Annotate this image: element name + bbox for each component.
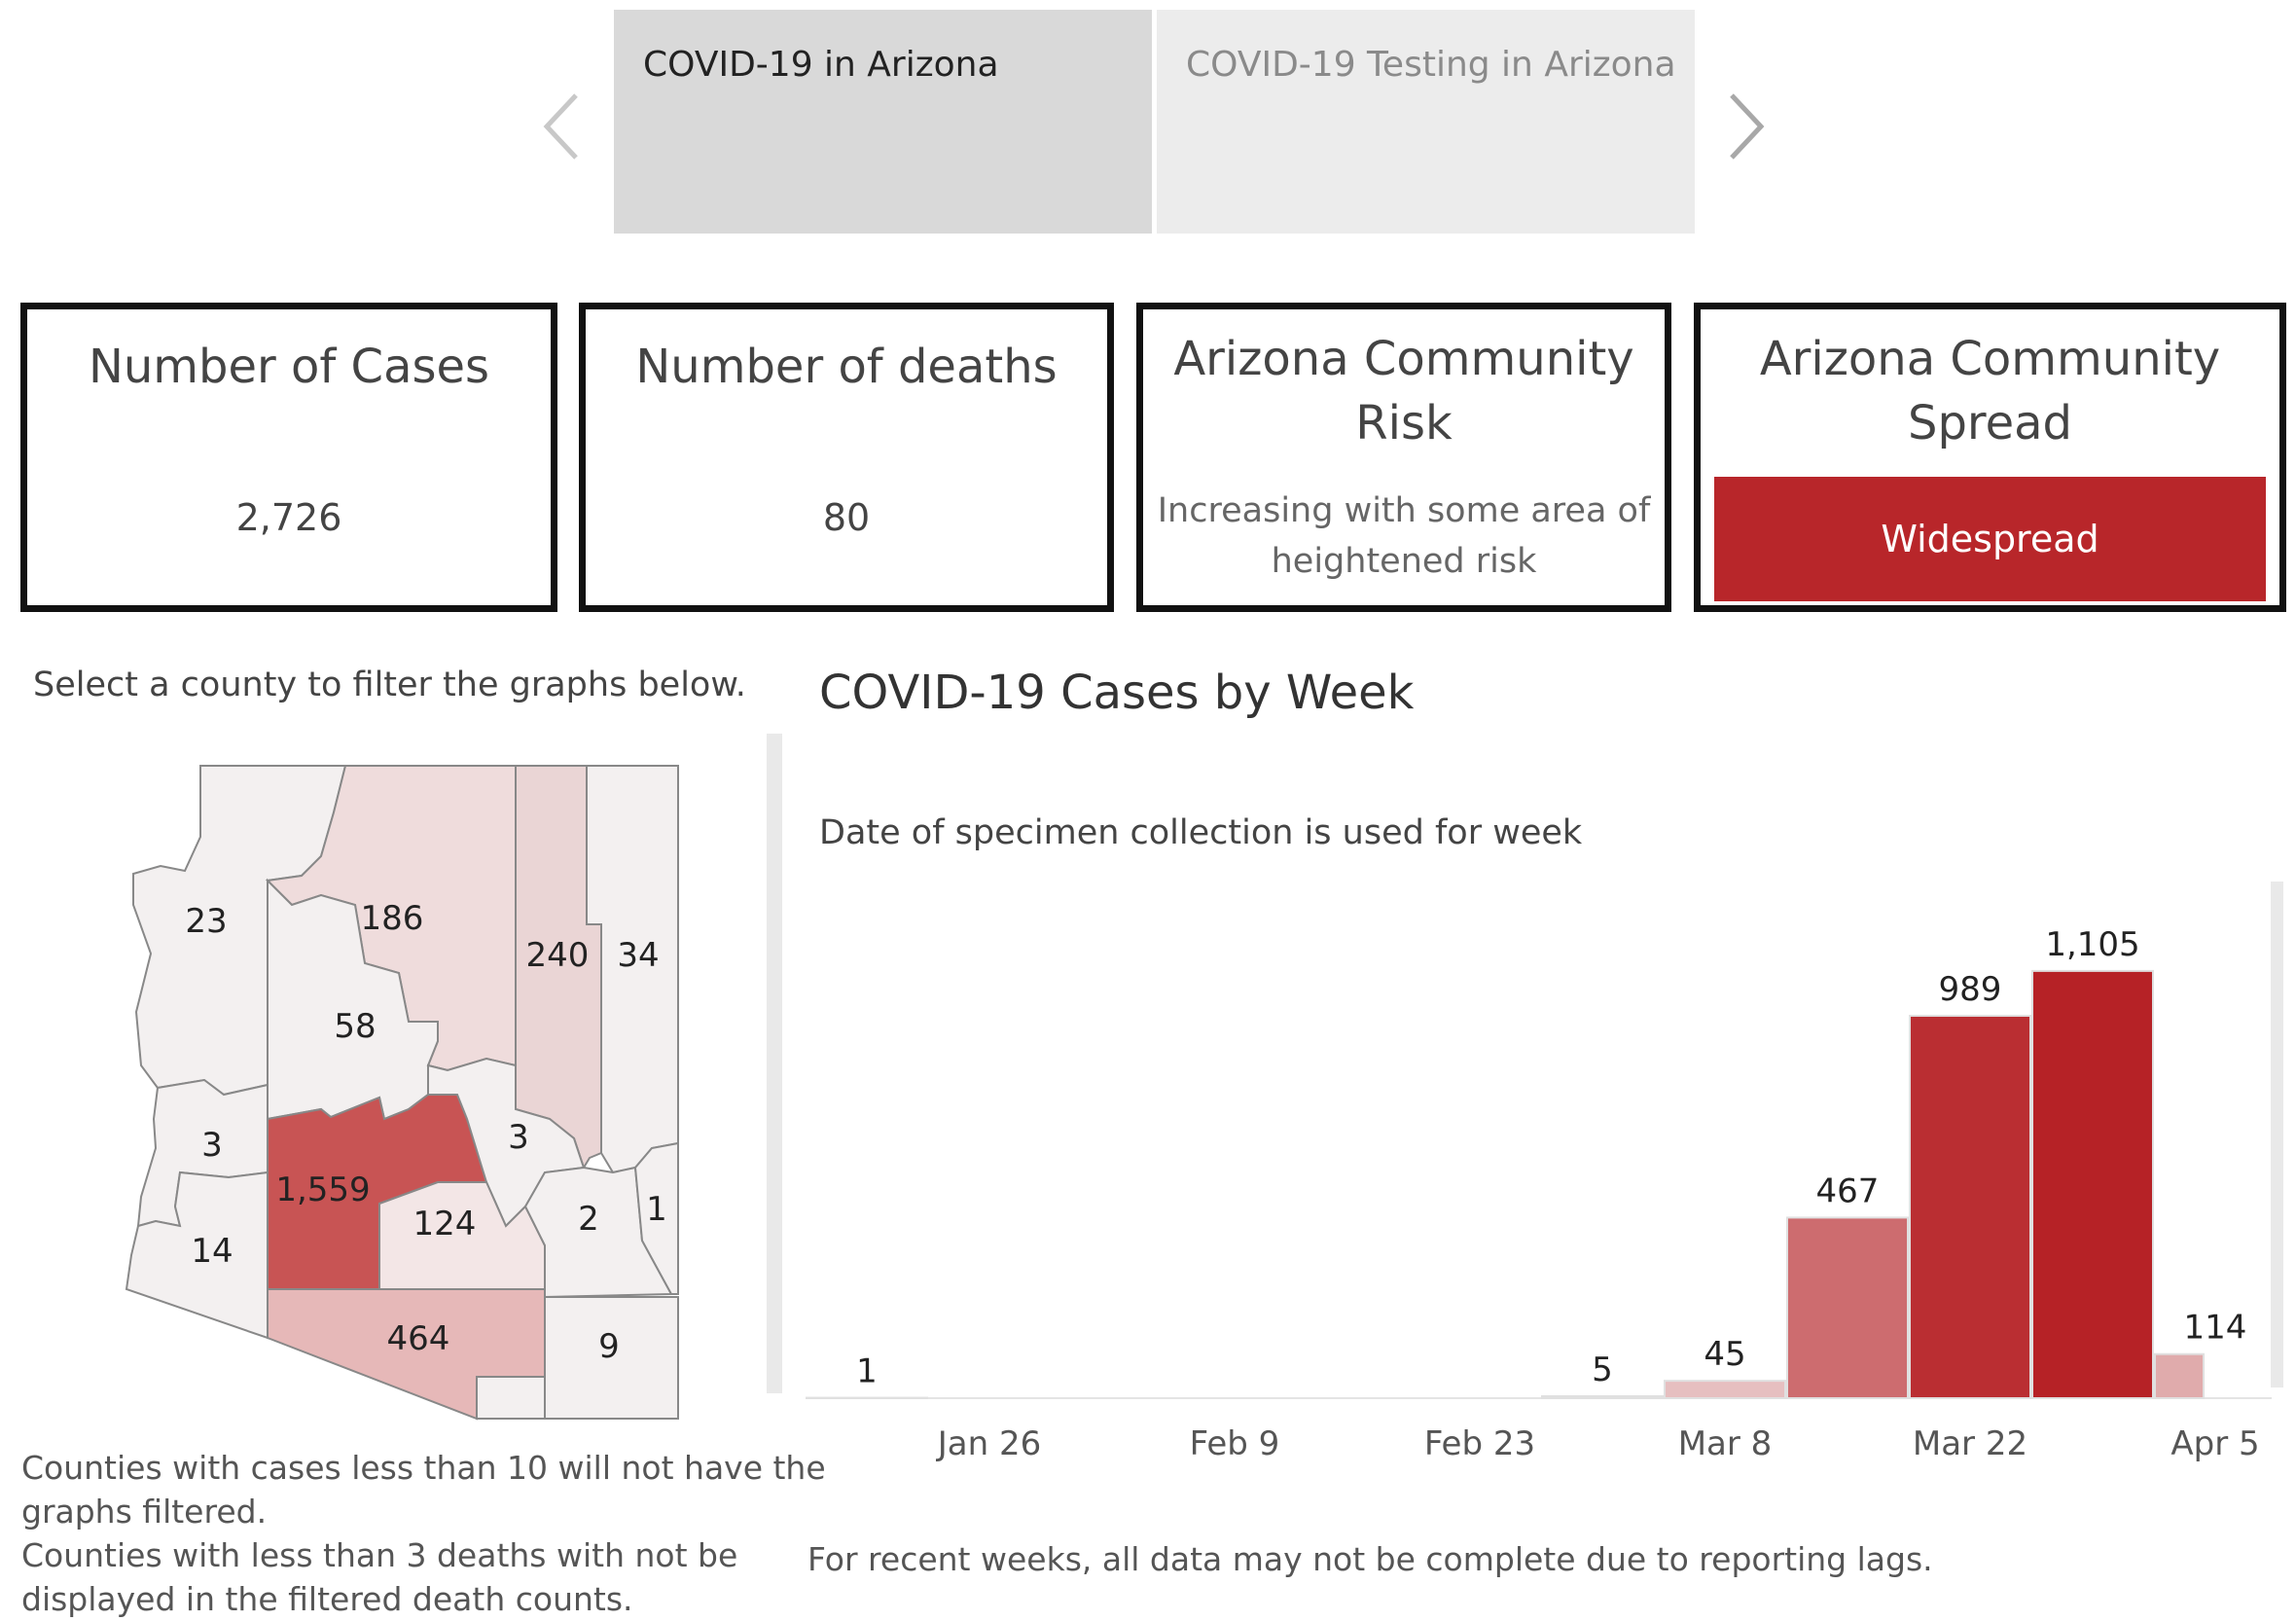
x-tick-label: Jan 26 — [936, 1424, 1041, 1463]
cases-value: 2,726 — [27, 496, 551, 539]
chart-subtitle: Date of specimen collection is used for … — [819, 811, 1582, 855]
chart-footnote: For recent weeks, all data may not be co… — [807, 1537, 1933, 1581]
bar-value-label: 114 — [2184, 1309, 2247, 1348]
chart-title: COVID-19 Cases by Week — [819, 666, 1414, 720]
county-label: 3 — [508, 1118, 529, 1157]
cases-card: Number of Cases 2,726 — [20, 303, 557, 612]
county-label: 34 — [617, 936, 659, 975]
map-instruction: Select a county to filter the graphs bel… — [33, 664, 746, 707]
community-spread-card: Arizona Community Spread Widespread — [1694, 303, 2286, 612]
county-label: 2 — [578, 1200, 599, 1239]
tab-label: COVID-19 Testing in Arizona — [1186, 45, 1676, 85]
spread-status-badge: Widespread — [1714, 477, 2266, 601]
risk-title-line1: Arizona Community — [1143, 327, 1665, 391]
bar-value-label: 989 — [1939, 970, 2002, 1009]
bar[interactable] — [1665, 1381, 1785, 1398]
tab-label: COVID-19 in Arizona — [643, 45, 999, 85]
county-label: 14 — [191, 1232, 233, 1271]
spread-title-line2: Spread — [1701, 391, 2279, 455]
bar[interactable] — [1910, 1016, 2030, 1398]
tab-covid-arizona[interactable]: COVID-19 in Arizona — [614, 10, 1152, 234]
next-arrow-icon[interactable] — [1716, 88, 1775, 165]
county-label: 240 — [526, 936, 590, 975]
x-tick-label: Mar 8 — [1678, 1424, 1773, 1463]
risk-title-line2: Risk — [1143, 391, 1665, 455]
map-note-line2: graphs filtered. — [21, 1490, 267, 1533]
county-label: 464 — [387, 1319, 450, 1358]
deaths-value: 80 — [586, 496, 1107, 539]
bar-value-label: 5 — [1592, 1351, 1613, 1389]
spread-title-line1: Arizona Community — [1701, 327, 2279, 391]
county-label: 124 — [413, 1205, 477, 1243]
previous-arrow-icon[interactable] — [533, 88, 592, 165]
cases-by-week-chart[interactable]: 1 5 45 467 989 1,105 114 Jan 26 Feb 9 Feb 23 Mar … — [798, 866, 2296, 1469]
county-label: 9 — [598, 1327, 620, 1366]
county-label: 58 — [334, 1007, 376, 1046]
deaths-card: Number of deaths 80 — [579, 303, 1114, 612]
arizona-county-map[interactable]: 23 186 240 34 58 3 1,559 3 124 2 1 14 464 9 — [0, 749, 759, 1430]
deaths-title: Number of deaths — [586, 335, 1107, 399]
map-scrollbar[interactable] — [767, 734, 782, 1393]
county-label: 1 — [646, 1190, 667, 1229]
bar-value-label: 1,105 — [2045, 925, 2139, 964]
bar-value-label: 45 — [1704, 1335, 1745, 1374]
x-tick-label: Feb 23 — [1424, 1424, 1535, 1463]
bar-value-label: 467 — [1816, 1171, 1880, 1210]
county-label: 1,559 — [275, 1171, 370, 1209]
risk-desc-line1: Increasing with some area of — [1143, 486, 1665, 536]
county-label: 186 — [361, 899, 424, 938]
chart-scrollbar[interactable] — [2271, 882, 2283, 1387]
county-label: 23 — [185, 902, 227, 941]
bar[interactable] — [2032, 971, 2153, 1398]
risk-desc-line2: heightened risk — [1143, 536, 1665, 587]
tab-testing-arizona[interactable]: COVID-19 Testing in Arizona — [1157, 10, 1695, 234]
county-label: 3 — [201, 1126, 223, 1165]
county-santa-cruz[interactable] — [477, 1377, 545, 1419]
bar[interactable] — [1542, 1396, 1663, 1398]
map-note-line1: Counties with cases less than 10 will no… — [21, 1446, 826, 1490]
community-risk-card: Arizona Community Risk Increasing with s… — [1136, 303, 1671, 612]
x-tick-label: Feb 9 — [1190, 1424, 1280, 1463]
bar[interactable] — [1787, 1217, 1908, 1398]
x-tick-label: Apr 5 — [2170, 1424, 2259, 1463]
bar[interactable] — [2155, 1354, 2204, 1398]
x-tick-label: Mar 22 — [1913, 1424, 2027, 1463]
bar-value-label: 1 — [856, 1352, 878, 1391]
cases-title: Number of Cases — [27, 335, 551, 399]
map-note-line3: Counties with less than 3 deaths with no… — [21, 1533, 737, 1577]
